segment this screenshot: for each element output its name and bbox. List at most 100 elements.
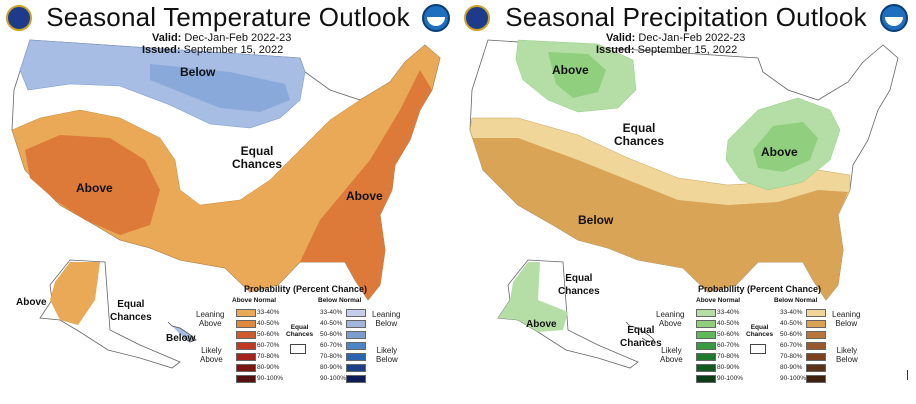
legend-leaning-below: Leaning Below	[832, 310, 860, 328]
below-bin-label-6: 80-90%	[320, 364, 343, 371]
above-swatch-1	[236, 309, 256, 317]
above-swatch-3	[696, 331, 716, 339]
above-swatch-7	[696, 375, 716, 383]
legend-leaning-above: Leaning Above	[656, 310, 684, 328]
region-above-west-label: Above	[76, 181, 113, 195]
above-bin-label-7: 90-100%	[717, 375, 744, 382]
region-equal-ak-line2: Chances	[110, 312, 152, 323]
below-swatch-2	[806, 320, 826, 328]
legend-likely-above: Likely Above	[660, 346, 683, 364]
above-swatch-7	[236, 375, 256, 383]
below-swatch-1	[346, 309, 366, 317]
below-bin-label-7: 90-100%	[780, 375, 807, 382]
below-swatch-2	[346, 320, 366, 328]
below-swatch-5	[346, 353, 366, 361]
precipitation-title: Seasonal Precipitation Outlook	[505, 2, 867, 32]
doc-seal-icon	[6, 5, 32, 31]
region-below-hawaii-label: Below	[166, 333, 196, 344]
above-core-west	[25, 135, 160, 235]
above-bin-label-4: 60-70%	[257, 342, 280, 349]
region-above-ov-label: Above	[761, 145, 798, 159]
above-bin-label-4: 60-70%	[717, 342, 740, 349]
legend-equal-swatch	[750, 344, 766, 354]
above-swatch-3	[236, 331, 256, 339]
above-bin-label-6: 80-90%	[257, 364, 280, 371]
legend-leaning-above-line1: Leaning	[656, 310, 685, 319]
legend-likely-below-line2: Below	[836, 355, 858, 364]
region-equal-line1: Equal	[240, 144, 274, 158]
above-swatch-5	[236, 353, 256, 361]
below-swatch-4	[806, 342, 826, 350]
issued-label: Issued:	[596, 44, 635, 56]
below-swatch-7	[346, 375, 366, 383]
valid-value: Dec-Jan-Feb 2022-23	[638, 32, 746, 44]
below-bin-label-4: 60-70%	[780, 342, 803, 349]
legend-equal-line2: Chances	[746, 331, 774, 338]
legend-left-header: Above Normal	[696, 297, 741, 304]
above-swatch-5	[696, 353, 716, 361]
legend-equal-line2: Chances	[286, 331, 314, 338]
legend-leaning-below-line1: Leaning	[832, 310, 861, 319]
region-equal-hawaii-label: Equal Chances	[620, 324, 662, 350]
above-bin-label-2: 40-50%	[717, 320, 740, 327]
above-swatch-6	[236, 364, 256, 372]
precipitation-outlook-panel: Seasonal Precipitation Outlook Valid: De…	[458, 0, 914, 404]
below-bin-label-1: 33-40%	[320, 309, 343, 316]
region-below-label: Below	[180, 65, 216, 79]
below-swatch-4	[346, 342, 366, 350]
region-above-east-label: Above	[346, 189, 383, 203]
alaska-above	[50, 262, 100, 325]
precipitation-map	[469, 39, 899, 369]
below-bin-label-4: 60-70%	[320, 342, 343, 349]
legend-likely-below: Likely Below	[376, 346, 398, 364]
noaa-logo-icon	[422, 4, 450, 32]
above-nw-core	[548, 52, 606, 98]
region-above-alaska-label: Above	[526, 319, 557, 330]
below-bin-label-5: 70-80%	[780, 353, 803, 360]
issued-value: September 15, 2022	[637, 44, 738, 56]
legend-equal-swatch	[290, 344, 306, 354]
above-swatch-4	[236, 342, 256, 350]
below-bin-label-3: 50-60%	[780, 331, 803, 338]
legend-title: Probability (Percent Chance)	[244, 284, 368, 294]
below-bin-label-2: 40-50%	[320, 320, 343, 327]
legend-likely-below-line1: Likely	[836, 346, 858, 355]
region-equal-ak-line2: Chances	[558, 286, 600, 297]
valid-value: Dec-Jan-Feb 2022-23	[184, 32, 292, 44]
doc-seal-icon	[464, 5, 490, 31]
legend-title: Probability (Percent Chance)	[698, 284, 822, 294]
above-swatch-2	[236, 320, 256, 328]
legend-leaning-below-line1: Leaning	[372, 310, 401, 319]
region-equal-hi-line2: Chances	[620, 338, 662, 349]
valid-row: Valid: Dec-Jan-Feb 2022-23	[152, 32, 291, 44]
legend-leaning-above-line2: Above	[658, 319, 682, 328]
legend-likely-above-line1: Likely	[201, 346, 222, 355]
noaa-logo-icon	[880, 4, 908, 32]
legend-leaning-below-line2: Below	[835, 319, 858, 328]
above-bin-label-3: 50-60%	[717, 331, 740, 338]
below-bin-label-1: 33-40%	[780, 309, 803, 316]
legend-likely-above: Likely Above	[200, 346, 223, 364]
above-bin-label-6: 80-90%	[717, 364, 740, 371]
legend-leaning-below-line2: Below	[375, 319, 398, 328]
legend-equal-line1: Equal	[750, 324, 769, 331]
legend-equal-chances: Equal Chances	[746, 324, 773, 338]
legend-likely-below: Likely Below	[836, 346, 858, 364]
above-swatch-1	[696, 309, 716, 317]
hawaii-islands	[167, 321, 197, 343]
legend-right-header: Below Normal	[318, 297, 362, 304]
legend-leaning-above-line2: Above	[198, 319, 222, 328]
region-equal-ak-line1: Equal	[565, 273, 593, 284]
below-core	[150, 64, 290, 112]
below-bin-label-5: 70-80%	[320, 353, 343, 360]
above-bin-label-1: 33-40%	[717, 309, 740, 316]
below-swatch-3	[346, 331, 366, 339]
region-above-nw-label: Above	[552, 63, 589, 77]
above-swatch-4	[696, 342, 716, 350]
temperature-map	[11, 39, 441, 369]
valid-label: Valid:	[606, 32, 636, 44]
region-equal-hi-line1: Equal	[627, 325, 655, 336]
legend-leaning-above: Leaning Above	[196, 310, 224, 328]
legend-leaning-above-line1: Leaning	[196, 310, 225, 319]
above-bin-label-5: 70-80%	[717, 353, 740, 360]
